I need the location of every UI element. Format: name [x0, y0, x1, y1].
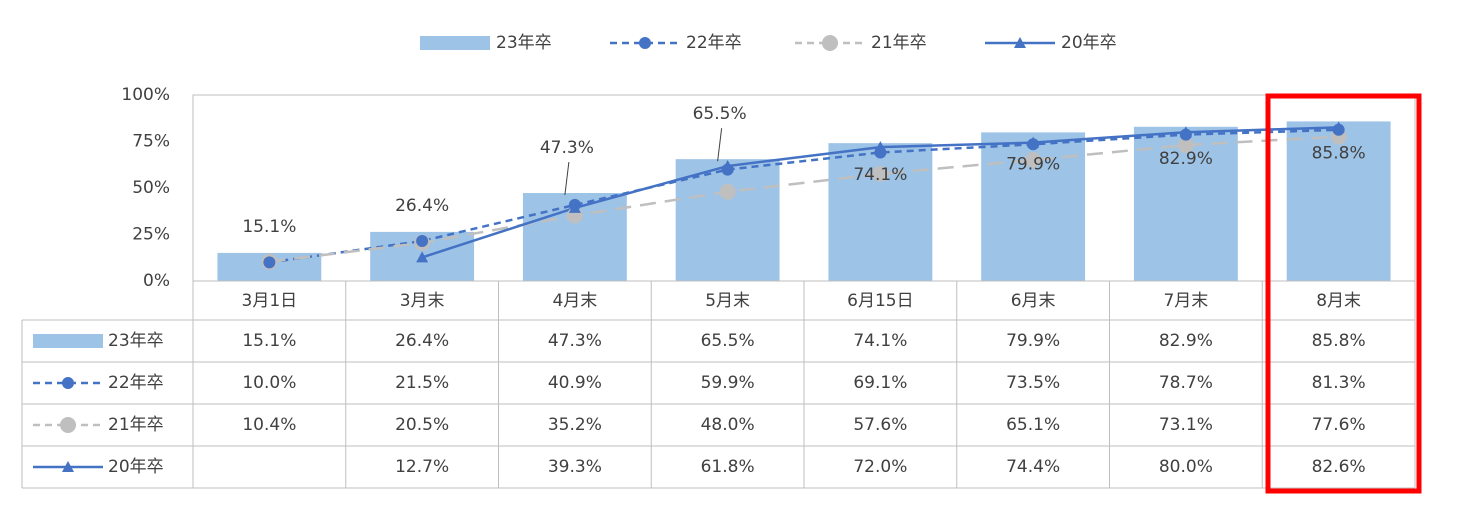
data-label: 74.1%: [853, 165, 907, 185]
line-marker: [416, 235, 429, 248]
table-cell: 20.5%: [395, 415, 449, 435]
legend-label: 22年卒: [686, 33, 742, 53]
line-marker: [1177, 137, 1194, 154]
data-label: 82.9%: [1159, 149, 1213, 169]
legend-label: 23年卒: [496, 33, 552, 53]
x-tick-label: 3月1日: [242, 291, 298, 311]
table-cell: 65.5%: [701, 331, 755, 351]
line-marker: [1027, 136, 1040, 148]
table-cell: 65.1%: [1006, 415, 1060, 435]
table-cell: 10.0%: [242, 373, 296, 393]
table-cell: 73.5%: [1006, 373, 1060, 393]
line-marker: [263, 256, 276, 269]
y-tick-label: 25%: [132, 225, 170, 245]
legend-key-marker: [639, 37, 651, 49]
highlight-box: [1265, 93, 1422, 494]
table-cell: 72.0%: [853, 457, 907, 477]
legend-key-marker: [1014, 37, 1026, 48]
x-tick-label: 4月末: [552, 291, 597, 311]
y-tick-label: 50%: [132, 178, 170, 198]
table-cell: 74.1%: [853, 331, 907, 351]
bar: [1286, 121, 1391, 281]
table-cell: 61.8%: [701, 457, 755, 477]
table-cell: 82.9%: [1159, 331, 1213, 351]
y-tick-label: 0%: [143, 271, 170, 291]
data-label: 79.9%: [1006, 154, 1060, 174]
y-tick-label: 100%: [121, 85, 170, 105]
data-label: 47.3%: [540, 138, 594, 158]
line-marker: [719, 183, 736, 200]
table-key-marker: [62, 461, 74, 472]
table-cell: 12.7%: [395, 457, 449, 477]
data-label: 15.1%: [242, 217, 296, 237]
bar: [828, 143, 933, 281]
table-row-label: 20年卒: [108, 457, 164, 477]
table-cell: 82.6%: [1312, 457, 1366, 477]
line-marker: [568, 201, 581, 213]
table-cell: 39.3%: [548, 457, 602, 477]
line-marker: [872, 165, 889, 182]
table-row-label: 23年卒: [108, 331, 164, 351]
x-tick-label: 5月末: [705, 291, 750, 311]
legend-key: [420, 36, 490, 50]
table-key-marker: [62, 377, 74, 389]
line-marker: [1179, 126, 1192, 138]
table-cell: 47.3%: [548, 331, 602, 351]
table-cell: 81.3%: [1312, 373, 1366, 393]
table-cell: 35.2%: [548, 415, 602, 435]
table-cell: 59.9%: [701, 373, 755, 393]
line: [269, 128, 1339, 264]
line-marker: [721, 160, 734, 172]
x-tick-label: 3月末: [400, 291, 445, 311]
table-cell: 10.4%: [242, 415, 296, 435]
leader-line: [717, 128, 723, 162]
leader-line: [564, 161, 570, 196]
table-cell: 74.4%: [1006, 457, 1060, 477]
table-cell: 15.1%: [242, 331, 296, 351]
table-cell: 57.6%: [853, 415, 907, 435]
line: [269, 135, 1339, 263]
bar: [675, 159, 780, 281]
table-cell: 48.0%: [701, 415, 755, 435]
x-tick-label: 8月末: [1316, 291, 1361, 311]
table-cell: 85.8%: [1312, 331, 1366, 351]
table-cell: 77.6%: [1312, 415, 1366, 435]
line-marker: [1332, 121, 1345, 133]
table-row-label: 22年卒: [108, 373, 164, 393]
data-label: 65.5%: [693, 104, 747, 124]
y-tick-label: 75%: [132, 132, 170, 152]
table-key: [33, 334, 103, 348]
line-marker: [1025, 151, 1042, 168]
data-label: 85.8%: [1312, 143, 1366, 163]
table-cell: 79.9%: [1006, 331, 1060, 351]
x-tick-label: 7月末: [1163, 291, 1208, 311]
x-tick-label: 6月15日: [847, 291, 913, 311]
table-row-label: 21年卒: [108, 415, 164, 435]
x-tick-label: 6月末: [1011, 291, 1056, 311]
legend-key-marker: [822, 35, 838, 51]
table-cell: 73.1%: [1159, 415, 1213, 435]
line-marker: [874, 141, 887, 153]
table-cell: 69.1%: [853, 373, 907, 393]
table-cell: 21.5%: [395, 373, 449, 393]
legend-label: 20年卒: [1061, 33, 1117, 53]
table-cell: 26.4%: [395, 331, 449, 351]
table-cell: 78.7%: [1159, 373, 1213, 393]
table-cell: 40.9%: [548, 373, 602, 393]
table-key-marker: [60, 417, 76, 433]
legend-label: 21年卒: [871, 33, 927, 53]
data-label: 26.4%: [395, 196, 449, 216]
table-cell: 80.0%: [1159, 457, 1213, 477]
line-marker: [416, 251, 429, 263]
